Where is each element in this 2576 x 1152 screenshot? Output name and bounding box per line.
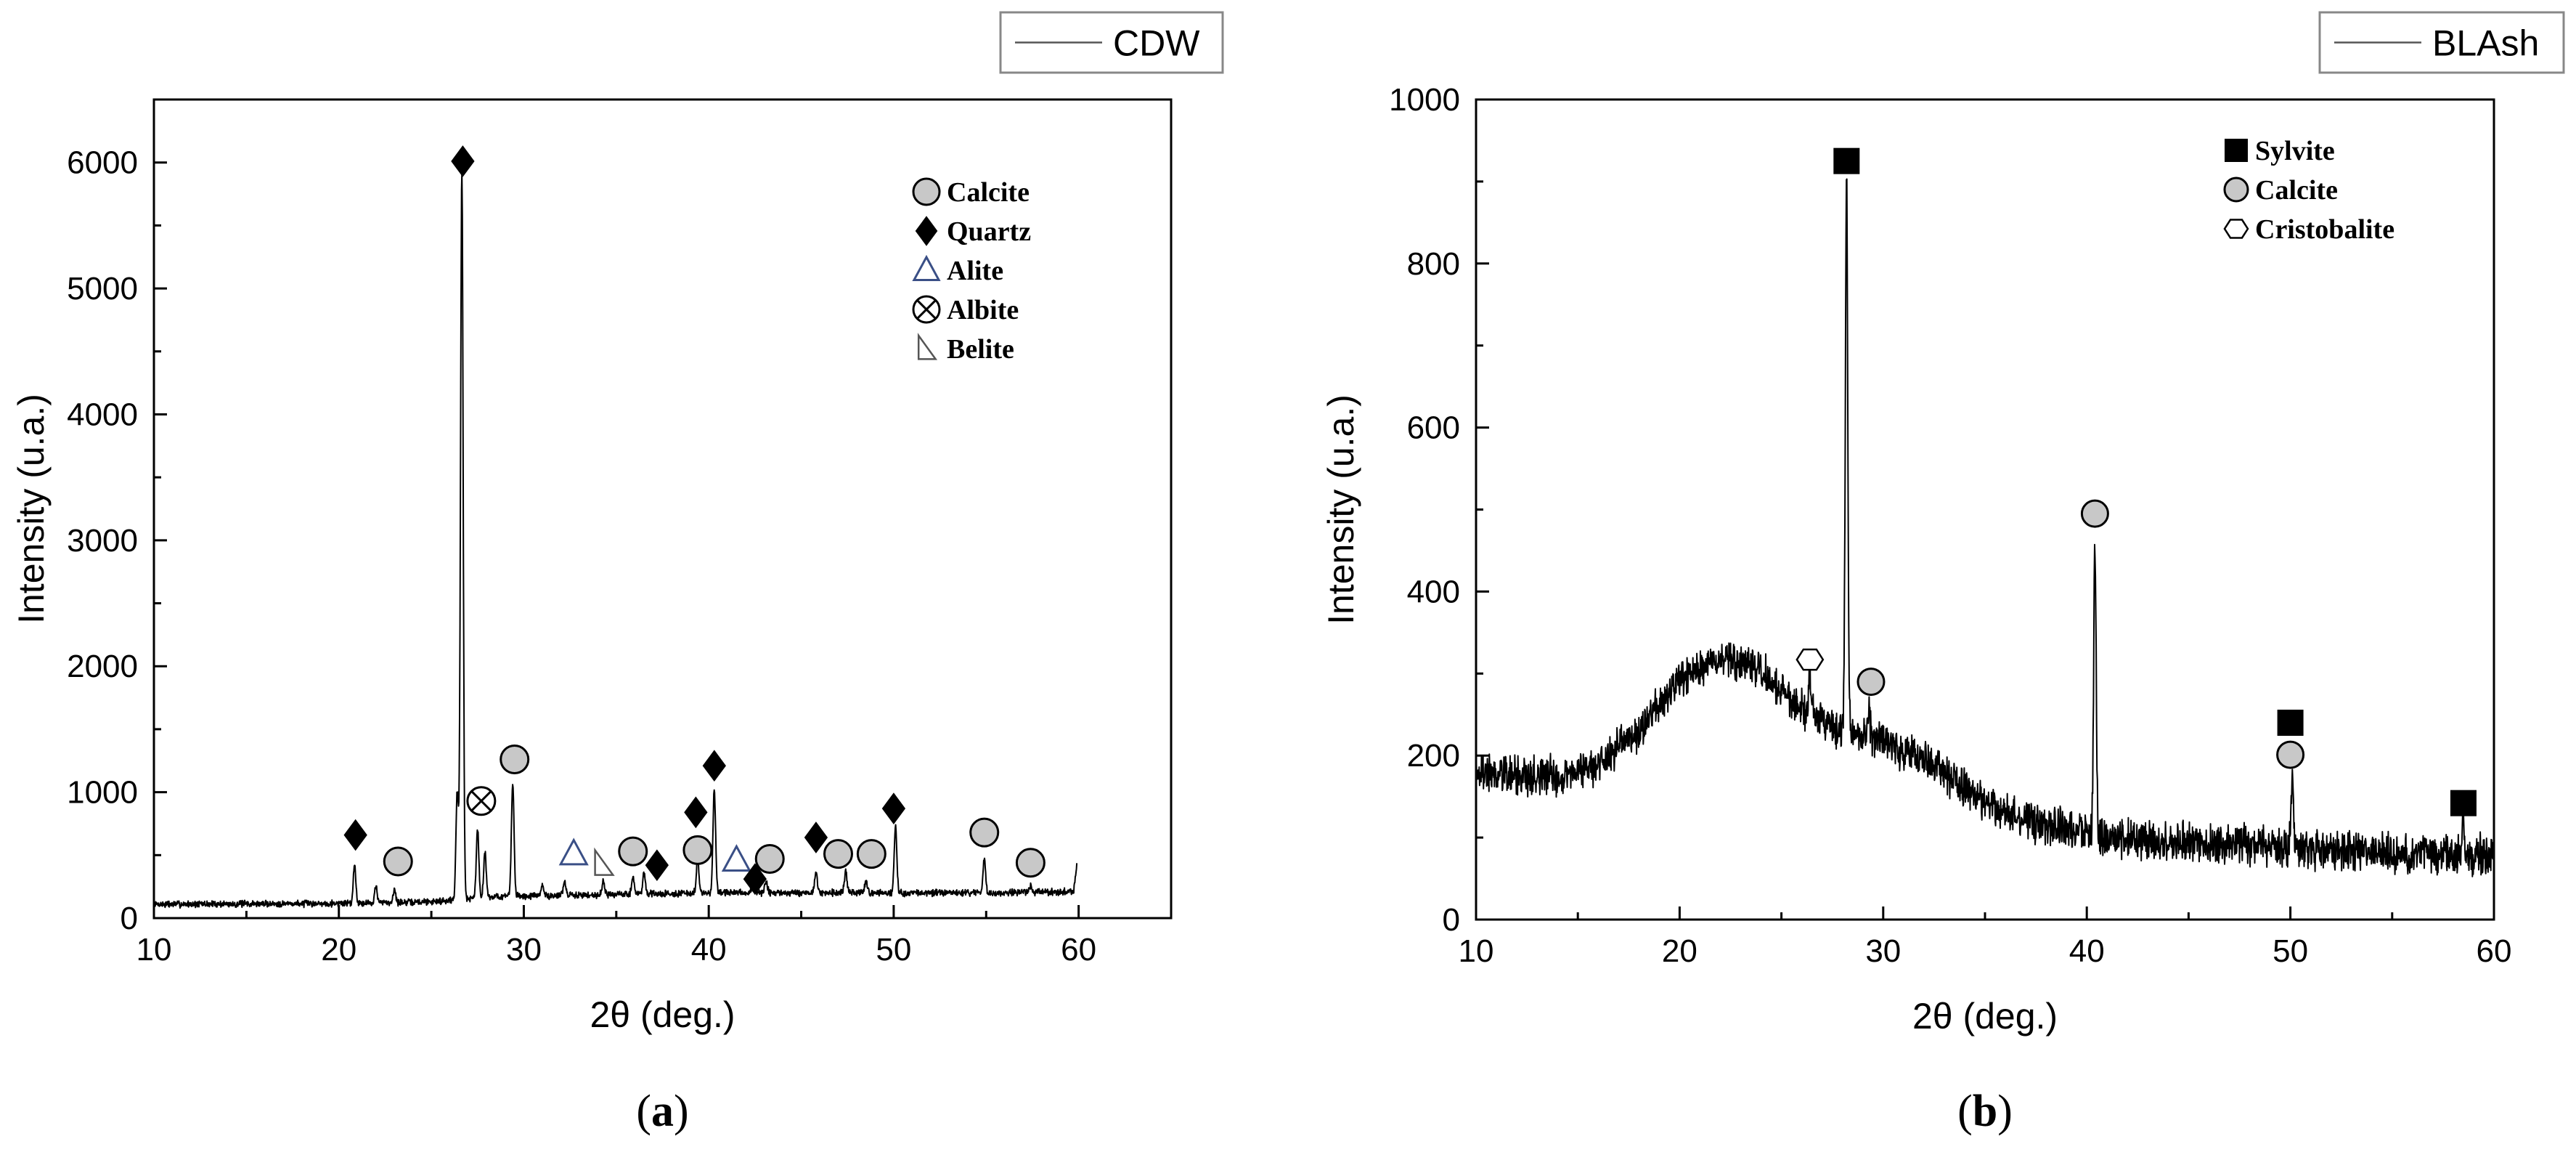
legend-belite-marker: [917, 333, 938, 360]
y-tick-label: 0: [1443, 902, 1460, 938]
phase-legend: Sylvite Calcite Cristobalite: [2223, 136, 2394, 245]
y-tick-label: 6000: [67, 145, 138, 181]
marker-sylvite: [1833, 147, 1860, 174]
chart-panel-b: 10 20 30 40 50 60 0 200 400 600 800 1000 2θ (deg.) In…: [1288, 0, 2576, 1152]
marker-calcite: [618, 836, 648, 867]
marker-sylvite: [2277, 710, 2304, 737]
marker-alite: [721, 844, 751, 872]
x-tick-label: 40: [2069, 933, 2105, 969]
legend-sylvite-label: Sylvite: [2255, 136, 2335, 166]
x-tick-label: 20: [321, 932, 356, 968]
legend-sylvite-marker: [2225, 139, 2248, 162]
marker-alite: [558, 837, 589, 866]
legend-belite-label: Belite: [947, 334, 1014, 365]
phase-legend: Calcite Quartz Alite Albite Belite: [912, 177, 1031, 365]
y-tick-label: 200: [1407, 738, 1460, 774]
marker-sylvite: [2450, 790, 2477, 816]
series-legend-label: BLAsh: [2432, 23, 2539, 64]
marker-quartz: [645, 849, 669, 882]
x-tick-label: 30: [506, 932, 542, 968]
marker-calcite: [682, 835, 713, 865]
marker-calcite: [1856, 668, 1886, 697]
marker-quartz: [702, 750, 726, 782]
marker-quartz: [343, 819, 367, 851]
panel-label: (a): [636, 1087, 688, 1136]
chart-a: 10 20 30 40 50 60 0 1000 2000 3000 4000 5000 6000 2θ …: [11, 11, 1224, 1136]
marker-calcite: [856, 839, 886, 869]
series-legend: BLAsh: [2318, 11, 2565, 74]
legend-cristobalite-marker: [2223, 219, 2249, 239]
x-tick-label: 30: [1865, 933, 1901, 969]
plot-frame: [152, 98, 1173, 920]
legend-quartz-marker: [915, 216, 938, 246]
legend-albite-label: Albite: [947, 295, 1019, 325]
marker-quartz: [881, 792, 906, 825]
legend-calcite-marker: [2223, 177, 2249, 203]
marker-quartz: [743, 863, 767, 896]
marker-calcite: [2080, 499, 2109, 528]
x-tick-label: 10: [136, 932, 172, 968]
legend-alite-label: Alite: [947, 256, 1003, 286]
y-tick-label: 600: [1407, 410, 1460, 446]
series-legend-label: CDW: [1113, 23, 1200, 64]
marker-calcite: [383, 846, 413, 877]
marker-quartz: [804, 822, 828, 853]
y-tick-label: 5000: [67, 271, 138, 307]
legend-quartz-label: Quartz: [947, 216, 1031, 247]
x-tick-label: 50: [876, 932, 911, 968]
x-tick-label: 20: [1662, 933, 1697, 969]
y-tick-label: 4000: [67, 397, 138, 432]
marker-calcite: [823, 839, 853, 869]
y-tick-label: 800: [1407, 246, 1460, 282]
x-axis-title: 2θ (deg.): [1912, 996, 2058, 1037]
series-blash-line: [1475, 178, 2495, 877]
marker-quartz: [684, 796, 708, 829]
y-axis-title: Intensity (u.a.): [11, 394, 52, 624]
marker-albite: [466, 786, 497, 816]
x-tick-label: 50: [2273, 933, 2308, 969]
chart-panel-a: 10 20 30 40 50 60 0 1000 2000 3000 4000 5000 6000 2θ …: [11, 11, 1224, 1136]
marker-calcite: [500, 745, 530, 775]
y-tick-label: 2000: [67, 649, 138, 684]
marker-calcite: [969, 817, 1000, 848]
x-axis-title: 2θ (deg.): [590, 994, 735, 1035]
marker-belite: [594, 847, 615, 876]
marker-quartz: [451, 145, 475, 177]
marker-cristobalite: [1796, 648, 1825, 671]
x-tick-label: 60: [2477, 933, 2512, 969]
marker-calcite: [1015, 848, 1046, 878]
series-legend: CDW: [999, 11, 1224, 74]
marker-calcite: [754, 844, 785, 875]
y-tick-label: 1000: [1389, 82, 1460, 118]
legend-cristobalite-label: Cristobalite: [2255, 214, 2394, 245]
x-tick-label: 40: [691, 932, 727, 968]
legend-calcite-label: Calcite: [2255, 175, 2338, 206]
legend-alite-marker: [912, 254, 941, 281]
x-tick-label: 60: [1061, 932, 1096, 968]
x-tick-label: 10: [1459, 933, 1494, 969]
legend-calcite-label: Calcite: [947, 177, 1030, 208]
marker-calcite: [2276, 740, 2305, 769]
y-tick-label: 3000: [67, 523, 138, 559]
y-axis-title: Intensity (u.a.): [1321, 394, 1361, 625]
y-tick-label: 0: [121, 901, 138, 936]
series-cdw-line: [153, 172, 1078, 909]
y-tick-label: 1000: [67, 775, 138, 811]
y-tick-label: 400: [1407, 574, 1460, 609]
panel-label: (b): [1957, 1087, 2013, 1136]
legend-albite-marker: [912, 295, 941, 324]
legend-calcite-marker: [912, 177, 941, 206]
